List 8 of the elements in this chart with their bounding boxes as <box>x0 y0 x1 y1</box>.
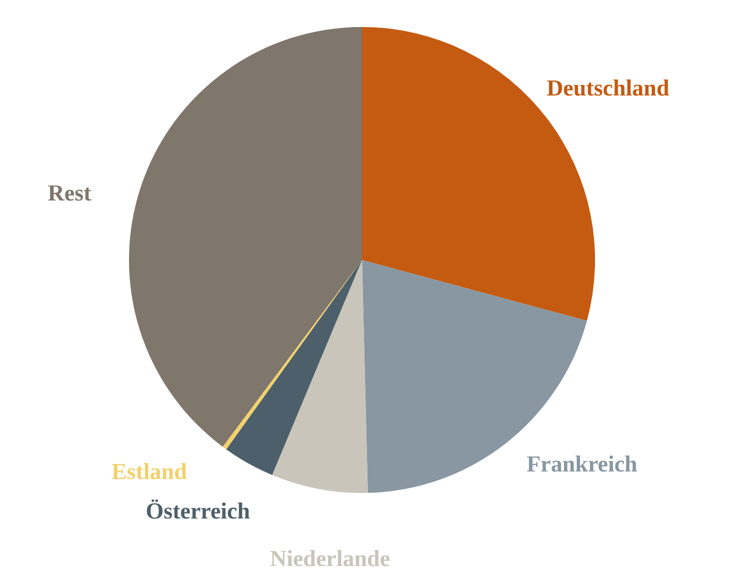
slice-label: Rest <box>48 180 92 206</box>
slice-label: Frankreich <box>526 451 638 476</box>
slice-label: Niederlande <box>270 546 390 571</box>
slice-label: Deutschland <box>546 76 670 101</box>
pie-slice <box>272 260 368 493</box>
slice-label: Estland <box>111 458 188 484</box>
slice-label: Österreich <box>146 498 250 524</box>
pie-slice <box>129 27 362 447</box>
